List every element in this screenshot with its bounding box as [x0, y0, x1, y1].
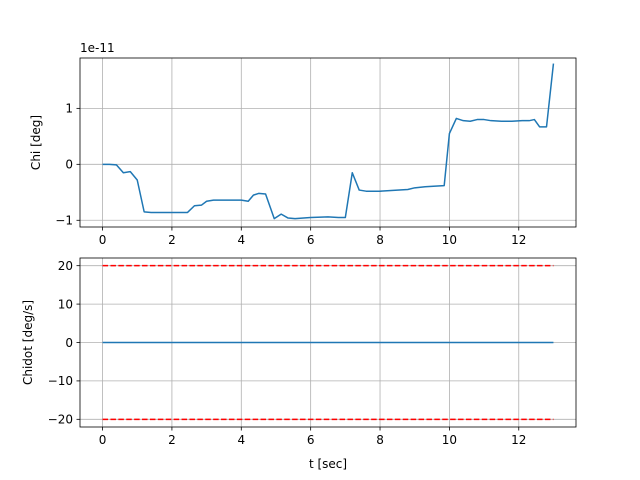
- chi-y-tick-label: 0: [65, 158, 73, 172]
- chi-x-ticks: 0 2 4 6 8 10 12: [99, 227, 526, 247]
- chi-x-tick-label: 6: [307, 233, 315, 247]
- chi-x-tick-label: 10: [442, 233, 457, 247]
- chi-y-ticks: −1 0 1: [55, 102, 80, 228]
- chidot-x-tick-label: 4: [237, 433, 245, 447]
- chidot-y-tick-label: 20: [58, 259, 73, 273]
- chi-x-tick-label: 2: [168, 233, 176, 247]
- chi-grid: [80, 58, 576, 227]
- chi-x-tick-label: 4: [237, 233, 245, 247]
- chidot-x-ticks: 0 2 4 6 8 10 12: [99, 427, 526, 447]
- chi-series-group: [102, 63, 555, 220]
- chidot-x-tick-label: 12: [511, 433, 526, 447]
- chidot-series-group: [102, 264, 554, 421]
- chi-y-axis-label: Chi [deg]: [29, 115, 43, 170]
- chidot-x-tick-label: 8: [376, 433, 384, 447]
- chidot-plot: 0 2 4 6 8 10 12 −20 −10 0 10 20 Chidot [deg/s] t […: [21, 257, 577, 471]
- chidot-x-tick-label: 2: [168, 433, 176, 447]
- chidot-y-tick-label: 10: [58, 297, 73, 311]
- chidot-y-tick-label: −10: [48, 374, 73, 388]
- chi-offset-text: 1e-11: [80, 41, 115, 55]
- chidot-x-axis-label: t [sec]: [309, 457, 347, 471]
- chi-x-tick-label: 8: [376, 233, 384, 247]
- chi-plot-frame: [79, 57, 577, 228]
- chi-plot: 0 2 4 6 8 10 12 −1 0 1 1e-11 Chi [deg]: [29, 41, 577, 247]
- chidot-x-tick-label: 10: [442, 433, 457, 447]
- chi-x-tick-label: 0: [99, 233, 107, 247]
- chi-series-line-0: [102, 63, 555, 220]
- chidot-y-axis-label: Chidot [deg/s]: [21, 300, 35, 385]
- chi-x-tick-label: 12: [511, 233, 526, 247]
- chidot-y-tick-label: −20: [48, 413, 73, 427]
- chidot-y-ticks: −20 −10 0 10 20: [48, 259, 80, 427]
- chi-y-tick-label: 1: [65, 102, 73, 116]
- chidot-x-tick-label: 0: [99, 433, 107, 447]
- chidot-y-tick-label: 0: [65, 336, 73, 350]
- chi-y-tick-label: −1: [55, 214, 73, 228]
- chidot-x-tick-label: 6: [307, 433, 315, 447]
